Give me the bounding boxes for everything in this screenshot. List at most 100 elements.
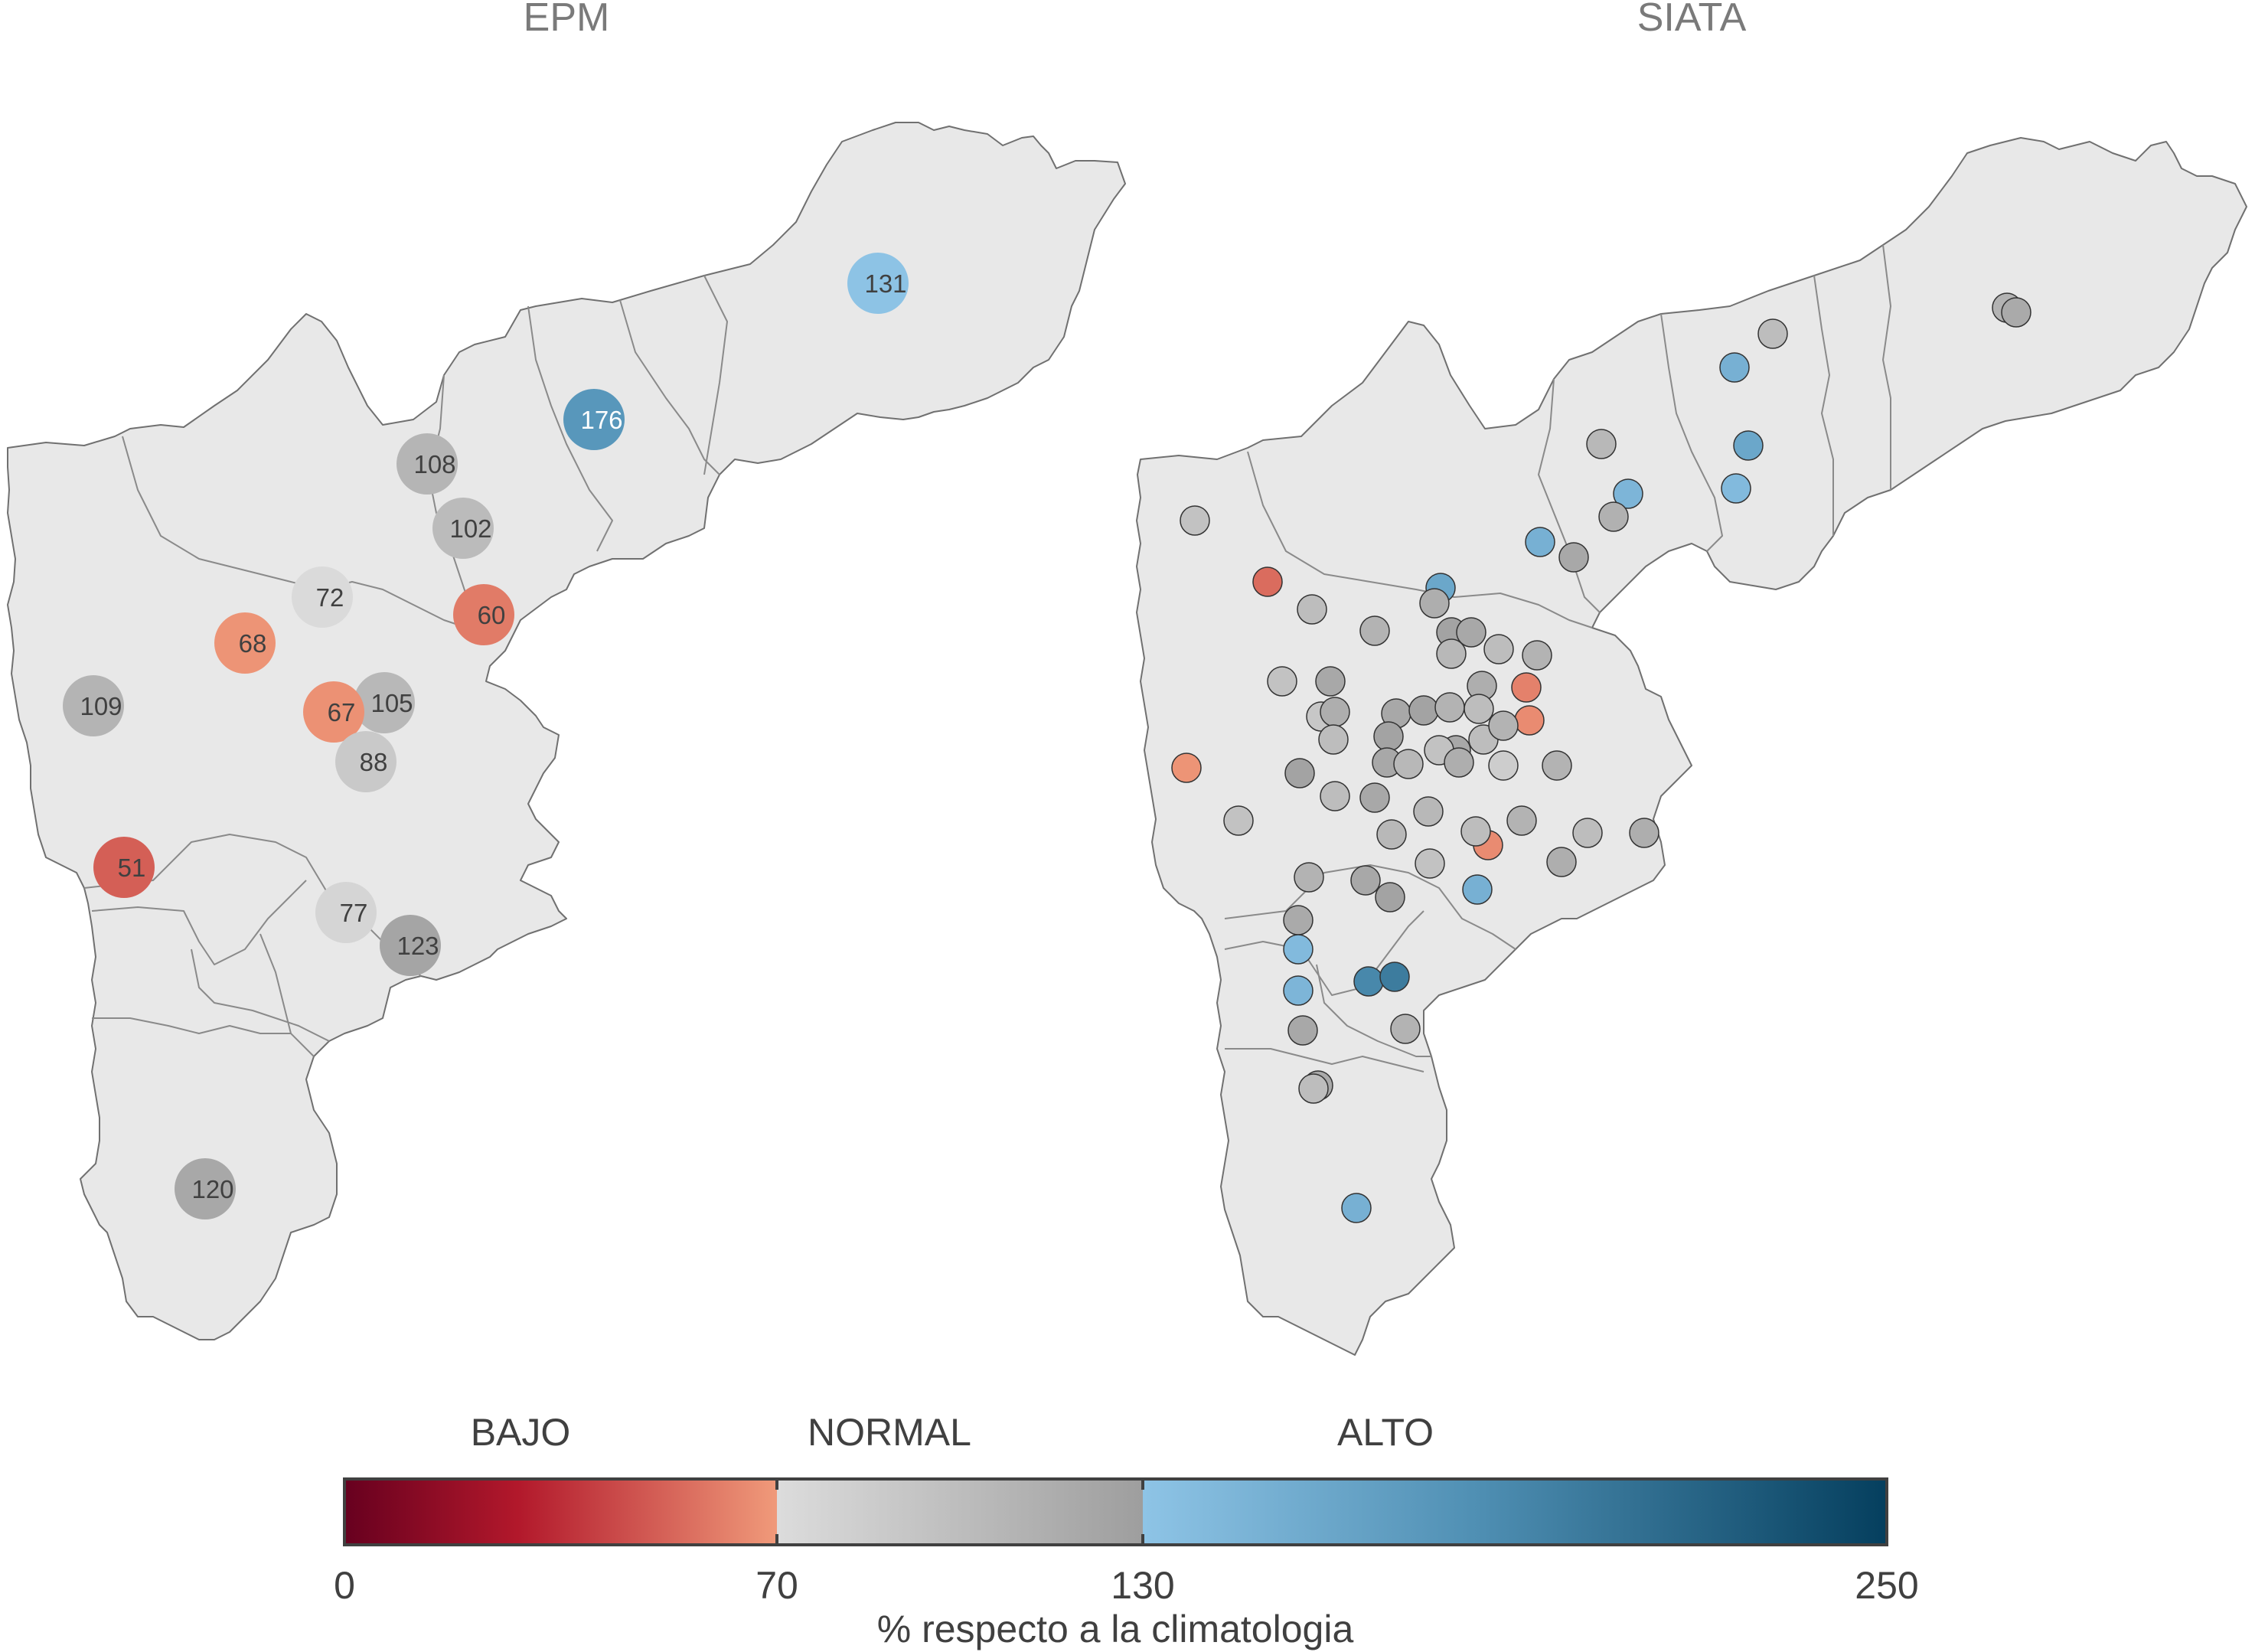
epm-subbasin-border — [83, 834, 422, 977]
epm-station-circle — [380, 915, 441, 976]
siata-station-marker — [1390, 1014, 1421, 1044]
siata-station-marker — [1320, 697, 1350, 727]
siata-station-marker — [1359, 615, 1390, 646]
epm-station-circle — [292, 566, 353, 628]
siata-station-marker — [1462, 874, 1493, 905]
siata-station-marker — [1267, 666, 1297, 697]
siata-station-marker — [1350, 865, 1381, 896]
legend-category-normal: NORMAL — [808, 1411, 971, 1454]
colorbar-tick-label: 0 — [334, 1564, 355, 1607]
epm-station-label: 176 — [580, 406, 622, 434]
epm-station-label: 60 — [478, 601, 506, 629]
epm-station-label: 105 — [370, 689, 413, 717]
siata-station-marker — [1376, 819, 1407, 850]
siata-subbasin-border — [1224, 910, 1424, 996]
legend-category-alto: ALTO — [1337, 1411, 1434, 1454]
epm-station-marker: 77 — [315, 882, 377, 943]
epm-station-circle — [335, 731, 397, 792]
siata-station-marker — [1415, 848, 1445, 879]
epm-station-marker: 108 — [397, 433, 458, 495]
epm-subbasin-border — [527, 305, 613, 552]
siata-map — [1136, 137, 2247, 1356]
epm-station-label: 77 — [340, 899, 368, 927]
siata-subbasin-border — [1538, 378, 1601, 613]
epm-station-label: 109 — [80, 692, 122, 720]
epm-station-circle — [214, 612, 276, 674]
siata-station-marker — [1353, 966, 1384, 997]
siata-station-marker — [1284, 758, 1315, 788]
epm-station-label: 108 — [413, 450, 455, 478]
siata-region-outline — [1136, 137, 2247, 1356]
siata-subbasin-border — [1660, 313, 1723, 552]
siata-station-marker — [1525, 527, 1555, 557]
epm-subbasin-border — [259, 933, 292, 1034]
legend: BAJO NORMAL ALTO 0 70 130 250 % respecto… — [334, 1411, 1919, 1650]
epm-subbasin-border — [191, 948, 330, 1042]
epm-station-circle — [63, 675, 124, 736]
siata-station-marker — [1733, 430, 1764, 461]
siata-stations — [1171, 292, 2031, 1223]
epm-station-marker: 102 — [432, 498, 494, 559]
siata-station-marker — [1223, 805, 1254, 836]
siata-station-marker — [1542, 750, 1572, 781]
epm-station-circle — [432, 498, 494, 559]
siata-subbasin-border — [1316, 964, 1431, 1057]
siata-station-marker — [1341, 1193, 1372, 1223]
epm-station-label: 120 — [191, 1175, 233, 1203]
siata-station-marker — [1506, 805, 1537, 836]
siata-station-marker — [1613, 478, 1643, 509]
epm-station-marker: 67 — [303, 681, 364, 743]
siata-station-marker — [1318, 724, 1349, 755]
epm-station-circle — [303, 681, 364, 743]
siata-station-marker — [1558, 542, 1589, 573]
siata-station-marker — [1180, 505, 1210, 536]
epm-station-circle — [93, 837, 155, 898]
siata-station-marker — [1488, 710, 1519, 741]
epm-subbasin-border — [92, 1017, 315, 1057]
epm-station-label: 102 — [449, 514, 491, 543]
siata-station-marker — [1294, 862, 1324, 893]
colorbar-tick-label: 70 — [755, 1564, 798, 1607]
siata-station-marker — [1315, 666, 1346, 697]
epm-station-marker: 123 — [380, 915, 441, 976]
siata-station-marker — [1586, 429, 1617, 459]
siata-subbasin-border — [1247, 451, 1593, 628]
left-map-title: EPM — [524, 0, 610, 40]
epm-station-marker: 120 — [175, 1158, 236, 1219]
siata-station-marker — [1408, 695, 1439, 726]
siata-station-marker — [1488, 750, 1519, 781]
epm-station-marker: 51 — [93, 837, 155, 898]
colorbar-normal-segment — [777, 1479, 1143, 1545]
epm-station-label: 51 — [118, 854, 146, 882]
siata-station-marker — [2001, 297, 2031, 328]
epm-station-circle — [354, 672, 415, 733]
colorbar-tick-label: 130 — [1111, 1564, 1174, 1607]
siata-subbasin-border — [1882, 244, 1891, 490]
siata-station-marker — [1444, 747, 1474, 778]
siata-station-marker — [1283, 905, 1314, 935]
siata-station-marker — [1511, 672, 1542, 703]
siata-station-marker — [1373, 721, 1404, 752]
siata-station-marker — [1413, 796, 1444, 827]
siata-station-marker — [1572, 818, 1603, 848]
siata-station-marker — [1283, 975, 1314, 1006]
epm-station-marker: 88 — [335, 731, 397, 792]
siata-station-marker — [1298, 1073, 1329, 1104]
siata-station-marker — [1460, 816, 1491, 847]
epm-station-label: 68 — [239, 629, 267, 658]
epm-station-circle — [847, 253, 909, 314]
siata-station-marker — [1721, 473, 1751, 504]
siata-station-marker — [1379, 961, 1410, 992]
siata-station-marker — [1252, 566, 1283, 597]
epm-station-circle — [563, 389, 625, 450]
siata-station-marker — [1393, 749, 1424, 779]
siata-station-marker — [1522, 640, 1552, 671]
colorbar-frame — [343, 1477, 1888, 1546]
epm-station-circle — [175, 1158, 236, 1219]
siata-station-marker — [1434, 692, 1465, 723]
siata-station-marker — [1297, 594, 1327, 625]
siata-station-marker — [1514, 705, 1545, 736]
siata-station-marker — [1171, 753, 1202, 783]
epm-station-marker: 131 — [847, 253, 909, 314]
